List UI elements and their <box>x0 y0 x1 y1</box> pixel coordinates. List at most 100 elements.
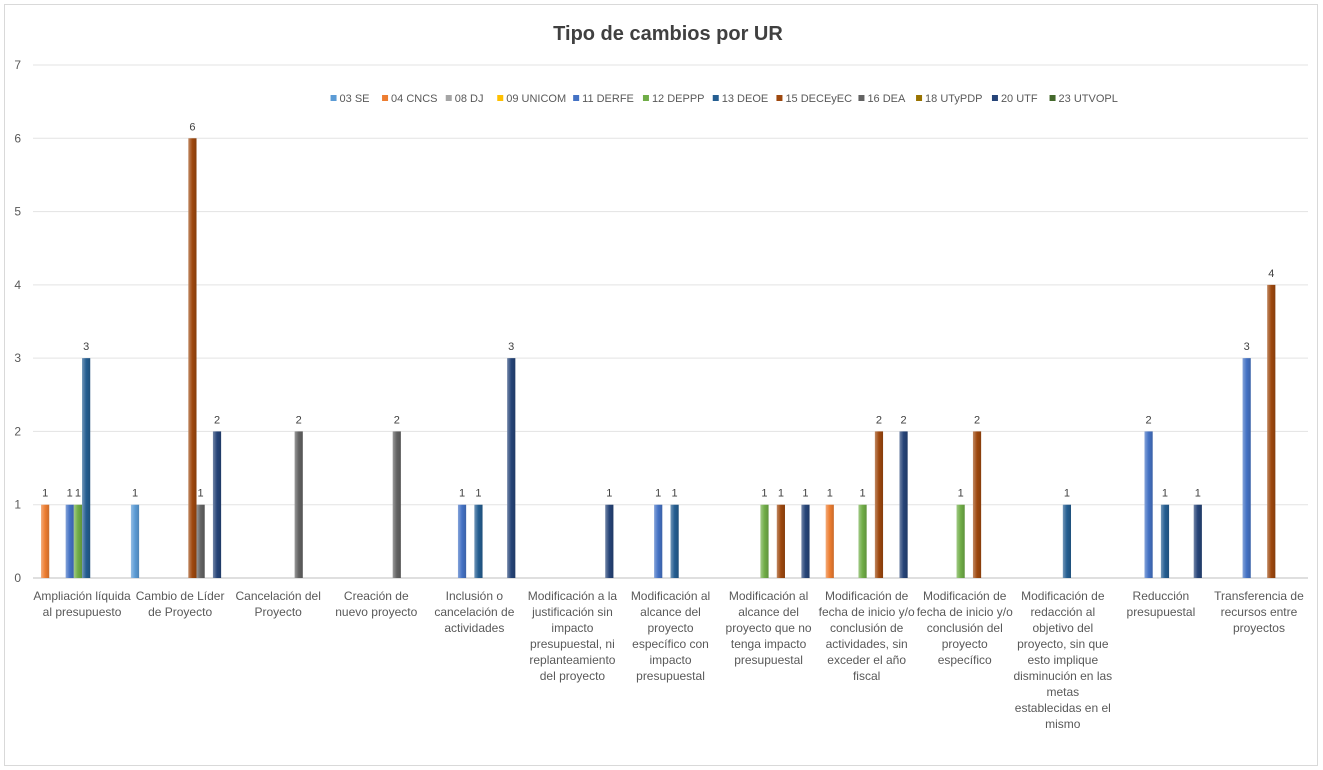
legend-item: 03 SE <box>330 93 370 105</box>
x-tick-label: proyecto, sin que <box>1017 637 1109 651</box>
bar <box>457 504 467 578</box>
legend-swatch <box>916 95 923 101</box>
bar <box>1062 504 1072 578</box>
data-label: 1 <box>459 488 465 500</box>
bar <box>73 504 83 578</box>
data-label: 1 <box>132 488 138 500</box>
x-tick-label: Proyecto <box>255 605 303 619</box>
bar <box>474 504 483 578</box>
x-tick-label: proyecto <box>647 621 693 635</box>
x-tick-label: conclusión de <box>830 621 904 635</box>
x-tick-label: alcance del <box>640 605 701 619</box>
data-label: 1 <box>198 488 204 500</box>
x-tick-label: nuevo proyecto <box>335 605 417 619</box>
bar <box>654 504 663 578</box>
bar <box>776 504 785 578</box>
bar <box>212 431 222 578</box>
x-tick-label: al presupuesto <box>43 605 122 619</box>
x-tick-label: Modificación al <box>631 589 710 603</box>
legend-swatch <box>991 95 998 101</box>
y-tick-label: 1 <box>14 498 21 512</box>
data-label: 1 <box>67 488 73 500</box>
bar <box>1242 358 1251 578</box>
x-tick-label: redacción al <box>1030 605 1095 619</box>
data-label: 1 <box>859 488 865 500</box>
bar <box>760 504 769 578</box>
x-tick-label: impacto <box>649 653 691 667</box>
x-tick-label: proyecto que no <box>726 621 812 635</box>
x-tick-label: Cancelación del <box>235 589 320 603</box>
x-tick-label: replanteamiento <box>529 653 615 667</box>
x-tick-label: mismo <box>1045 717 1081 731</box>
legend-item: 04 CNCS <box>382 93 438 105</box>
x-tick-label: alcance del <box>738 605 799 619</box>
bar <box>65 504 74 578</box>
legend-item: 13 DEOE <box>712 93 768 105</box>
x-tick-label: Modificación al <box>729 589 808 603</box>
x-tick-label: Ampliación líquida <box>33 589 131 603</box>
data-label: 3 <box>508 341 514 353</box>
legend-swatch <box>712 95 719 101</box>
x-tick-label: Modificación a la <box>528 589 618 603</box>
x-tick-label: específico con <box>632 637 709 651</box>
legend-label: 12 DEPPP <box>652 93 705 105</box>
x-tick-label: Modificación de <box>825 589 909 603</box>
legend-item: 08 DJ <box>445 93 484 105</box>
legend-label: 08 DJ <box>455 93 484 105</box>
legend-item: 15 DECEyEC <box>776 93 852 105</box>
data-label: 2 <box>214 414 220 426</box>
bars <box>41 138 1276 579</box>
bar <box>1267 284 1276 578</box>
data-label: 1 <box>655 488 661 500</box>
data-label: 1 <box>1064 488 1070 500</box>
x-tick-label: actividades <box>444 621 504 635</box>
data-label: 3 <box>83 341 89 353</box>
x-axis: Ampliación líquida al presupuesto Cambio d… <box>33 589 1304 731</box>
x-tick-label: Modificación de <box>1021 589 1105 603</box>
legend-swatch <box>445 95 452 101</box>
data-label: 4 <box>1268 268 1274 280</box>
bar <box>972 431 982 578</box>
data-label: 1 <box>802 488 808 500</box>
y-tick-label: 3 <box>14 351 21 365</box>
bar <box>801 504 810 578</box>
bar <box>670 504 679 578</box>
data-label: 1 <box>672 488 678 500</box>
legend-item: 11 DERFE <box>573 93 634 105</box>
x-tick-label: actividades, sin <box>826 637 908 651</box>
data-label: 2 <box>974 414 980 426</box>
x-tick-label: fecha de inicio y/o <box>917 605 1013 619</box>
data-label: 1 <box>42 488 48 500</box>
x-tick-label: específico <box>938 653 992 667</box>
x-tick-label: recursos entre <box>1221 605 1298 619</box>
x-tick-label: justificación sin <box>531 605 613 619</box>
x-tick-label: presupuestal <box>734 653 803 667</box>
y-tick-label: 5 <box>14 205 21 219</box>
y-tick-label: 4 <box>14 278 21 292</box>
x-tick-label: presupuestal <box>636 669 705 683</box>
legend-swatch <box>776 95 783 101</box>
x-tick-label: Reducción <box>1133 589 1190 603</box>
data-label: 1 <box>778 488 784 500</box>
bar <box>899 431 908 578</box>
bar <box>130 504 140 578</box>
bar <box>858 504 867 578</box>
legend: 03 SE 04 CNCS 08 DJ 09 UNICOM 11 DERFE 12 DEP… <box>330 93 1118 105</box>
gridlines <box>33 64 1308 579</box>
data-label: 1 <box>1162 488 1168 500</box>
bar <box>605 504 614 578</box>
bar <box>956 504 965 578</box>
x-tick-label: Inclusión o <box>446 589 504 603</box>
bar <box>82 358 91 578</box>
legend-label: 04 CNCS <box>391 93 437 105</box>
y-tick-label: 6 <box>14 131 21 145</box>
legend-label: 18 UTyPDP <box>925 93 982 105</box>
legend-swatch <box>642 95 649 101</box>
bar <box>196 504 205 578</box>
bar <box>392 431 401 578</box>
x-tick-label: establecidas en el <box>1015 701 1111 715</box>
data-label: 2 <box>394 414 400 426</box>
x-tick-label: cancelación de <box>434 605 514 619</box>
legend-label: 16 DEA <box>867 93 906 105</box>
